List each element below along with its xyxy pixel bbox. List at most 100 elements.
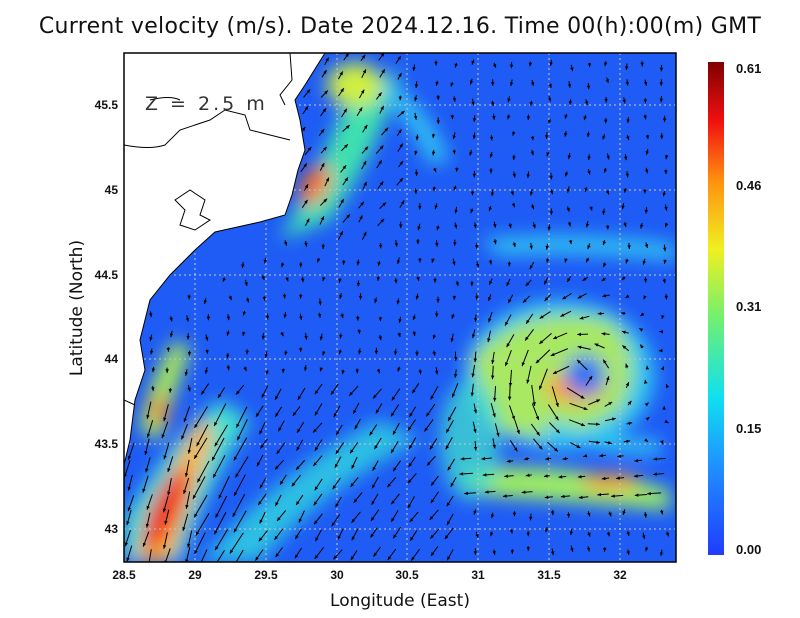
arrow-head bbox=[415, 136, 419, 141]
arrow-head bbox=[545, 135, 549, 139]
arrow-head bbox=[642, 535, 646, 539]
arrow-head bbox=[659, 330, 664, 334]
arrow-head bbox=[603, 168, 608, 173]
arrow-head bbox=[596, 399, 601, 403]
plot-area: Z = 2.5 m bbox=[124, 53, 676, 562]
arrow-head bbox=[525, 282, 530, 286]
arrow-head bbox=[265, 315, 270, 320]
arrow-head bbox=[644, 244, 649, 248]
arrow-head bbox=[434, 313, 439, 318]
border-lines bbox=[124, 53, 293, 406]
x-axis-label: Longitude (East) bbox=[330, 591, 470, 611]
arrow-head bbox=[643, 295, 647, 300]
colorbar-tick: 0.00 bbox=[736, 542, 761, 557]
arrow-head bbox=[526, 547, 530, 551]
arrow-head bbox=[222, 277, 226, 282]
arrow-head bbox=[324, 90, 328, 95]
arrow-head bbox=[594, 343, 599, 347]
arrow-head bbox=[373, 552, 378, 557]
arrow-head bbox=[577, 295, 582, 299]
arrow-head bbox=[640, 344, 644, 349]
arrow-head bbox=[562, 456, 567, 461]
arrow-head bbox=[604, 119, 608, 124]
arrow-head bbox=[589, 206, 593, 211]
arrow-head bbox=[659, 67, 664, 72]
arrow-head bbox=[452, 135, 456, 140]
velocity-arrow bbox=[215, 495, 228, 518]
arrow-head bbox=[435, 242, 439, 247]
arrow-head bbox=[299, 316, 303, 320]
arrow-head bbox=[470, 282, 474, 287]
arrow-head bbox=[259, 519, 263, 524]
arrow-head bbox=[322, 277, 326, 282]
arrow-head bbox=[544, 280, 548, 285]
arrow-head bbox=[414, 84, 419, 88]
velocity-vectors bbox=[124, 53, 670, 562]
arrow-head bbox=[408, 463, 413, 467]
arrow-head bbox=[547, 97, 552, 102]
arrow-head bbox=[218, 393, 222, 398]
arrow-head bbox=[506, 343, 510, 348]
arrow-head bbox=[355, 369, 359, 374]
arrow-head bbox=[597, 492, 602, 497]
arrow-head bbox=[489, 280, 493, 285]
arrow-head bbox=[490, 375, 495, 380]
arrow-head bbox=[628, 421, 633, 426]
arrow-head bbox=[459, 472, 464, 476]
arrow-head bbox=[490, 532, 494, 537]
arrow-head bbox=[275, 412, 279, 417]
arrow-head bbox=[187, 295, 191, 300]
arrow-head bbox=[276, 450, 281, 454]
arrow-head bbox=[284, 351, 288, 356]
velocity-arrow bbox=[194, 406, 208, 429]
arrow-head bbox=[606, 155, 610, 160]
arrow-head bbox=[450, 338, 454, 343]
arrow-head bbox=[285, 277, 289, 282]
arrow-head bbox=[340, 88, 344, 93]
arrow-head bbox=[380, 105, 384, 110]
velocity-arrow bbox=[148, 549, 152, 562]
arrow-head bbox=[203, 299, 208, 304]
arrow-head bbox=[398, 72, 402, 77]
arrow-head bbox=[512, 131, 516, 136]
arrow-head bbox=[659, 510, 664, 515]
arrow-head bbox=[187, 387, 191, 392]
arrow-head bbox=[665, 384, 670, 389]
arrow-head bbox=[585, 223, 590, 228]
arrow-head bbox=[412, 332, 416, 336]
arrow-head bbox=[562, 295, 567, 300]
arrow-head bbox=[194, 513, 198, 518]
arrow-head bbox=[549, 190, 554, 195]
arrow-head bbox=[661, 314, 665, 319]
arrow-head bbox=[448, 417, 452, 422]
arrow-head bbox=[452, 296, 457, 300]
arrow-head bbox=[640, 312, 645, 316]
arrow-head bbox=[297, 395, 302, 400]
arrow-head bbox=[384, 127, 389, 132]
arrow-head bbox=[418, 206, 422, 210]
arrow-head bbox=[645, 365, 650, 370]
plot-frame bbox=[123, 52, 677, 563]
arrow-head bbox=[418, 258, 422, 263]
y-tick: 43.5 bbox=[95, 437, 119, 451]
arrow-head bbox=[665, 155, 669, 160]
arrow-head bbox=[431, 481, 435, 486]
x-tick: 28.5 bbox=[112, 568, 136, 582]
arrow-head bbox=[169, 333, 174, 338]
arrow-head bbox=[659, 552, 664, 556]
arrow-head bbox=[314, 411, 319, 416]
arrow-head bbox=[196, 442, 200, 447]
arrow-head bbox=[567, 83, 572, 88]
arrow-head bbox=[596, 440, 601, 445]
arrow-head bbox=[314, 446, 319, 451]
arrow-head bbox=[586, 547, 591, 552]
arrow-head bbox=[182, 526, 186, 531]
arrow-head bbox=[662, 118, 667, 122]
arrow-head bbox=[185, 504, 189, 509]
arrow-head bbox=[491, 360, 495, 364]
arrow-head bbox=[512, 156, 516, 161]
arrow-head bbox=[604, 98, 608, 103]
arrow-head bbox=[558, 475, 563, 479]
arrow-head bbox=[490, 82, 495, 86]
arrow-head bbox=[323, 70, 327, 75]
